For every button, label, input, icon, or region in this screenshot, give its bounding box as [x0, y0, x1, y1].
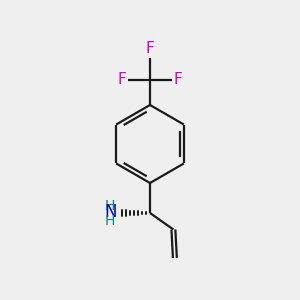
Text: F: F [146, 41, 154, 56]
Text: H: H [104, 199, 115, 212]
Text: F: F [173, 72, 182, 87]
Text: H: H [104, 214, 115, 228]
Text: F: F [118, 72, 127, 87]
Text: N: N [104, 203, 117, 221]
